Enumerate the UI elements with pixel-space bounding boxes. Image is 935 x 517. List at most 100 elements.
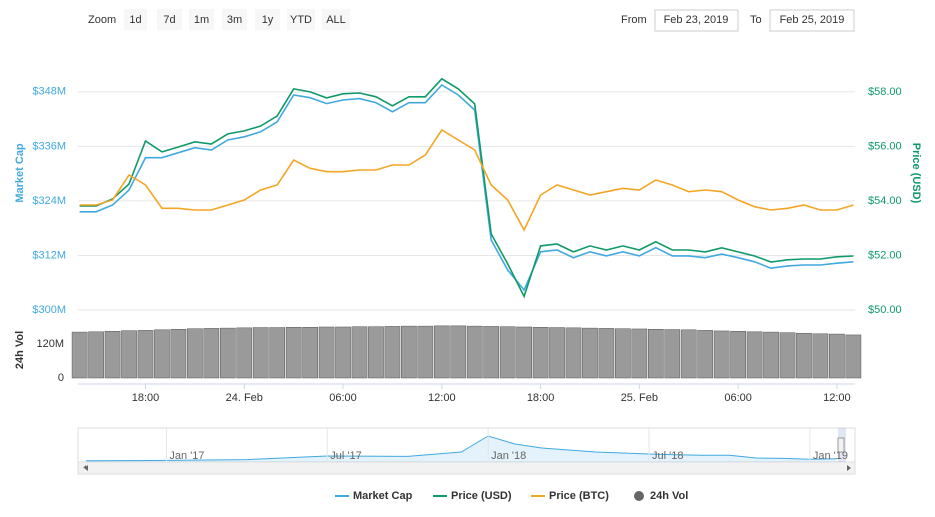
y2-tick-label: $58.00	[868, 86, 902, 98]
vol-bar	[532, 327, 549, 379]
vol-bar	[615, 328, 631, 379]
navigator-tick-label: Jul '18	[652, 450, 683, 462]
series-line	[79, 77, 854, 299]
to-date[interactable]: Feb 25, 2019	[780, 14, 845, 26]
legend-item[interactable]: Market Cap	[335, 490, 413, 502]
vol-bar	[631, 328, 648, 379]
legend-label: Price (USD)	[451, 490, 512, 502]
vol-bar	[121, 330, 137, 379]
vol-bar	[154, 329, 170, 379]
vol-bar	[203, 328, 220, 379]
vol-bar	[647, 329, 664, 379]
vol-bar	[680, 329, 697, 379]
vol-bar	[335, 326, 351, 379]
to-input[interactable]	[769, 9, 855, 32]
zoom-button[interactable]	[222, 9, 247, 30]
zoom-button-label[interactable]: 1d	[129, 14, 141, 26]
y2-tick-label: $54.00	[868, 195, 902, 207]
series-line	[79, 83, 854, 292]
from-label: From	[621, 14, 647, 26]
vol-bar	[845, 334, 862, 379]
vol-bar	[466, 325, 483, 379]
vol-bar	[170, 329, 187, 379]
vol-bar	[302, 327, 318, 379]
zoom-button-label[interactable]: ALL	[326, 14, 346, 26]
legend-label: 24h Vol	[650, 490, 688, 502]
zoom-button[interactable]	[157, 9, 182, 30]
y-tick-label: $312M	[32, 249, 66, 261]
zoom-button-label[interactable]: 7d	[163, 14, 175, 26]
scroll-left-arrow[interactable]	[84, 465, 88, 471]
navigator-tick-label: Jul '17	[330, 450, 361, 462]
navigator-handle[interactable]	[837, 437, 845, 453]
vol-bar	[368, 326, 384, 379]
from-date[interactable]: Feb 23, 2019	[664, 14, 729, 26]
x-tick-label: 06:00	[329, 392, 357, 404]
legend-item[interactable]: Price (USD)	[433, 490, 512, 502]
vol-bar	[812, 333, 829, 379]
y-tick-label: $336M	[32, 140, 66, 152]
y2-axis-title: Price (USD)	[910, 143, 922, 204]
vol-bar	[104, 330, 121, 379]
navigator-tick-label: Jan '17	[169, 450, 204, 462]
vol-bar	[549, 327, 565, 379]
y2-tick-label: $56.00	[868, 140, 902, 152]
x-tick-label: 12:00	[428, 392, 456, 404]
zoom-button[interactable]	[287, 9, 315, 30]
vol-axis-title: 24h Vol	[14, 331, 26, 369]
vol-bar	[187, 328, 203, 379]
zoom-button[interactable]	[322, 9, 350, 30]
vol-bar	[582, 327, 598, 379]
vol-bar	[137, 330, 154, 379]
legend-symbol	[634, 491, 644, 501]
zoom-button-label[interactable]: 3m	[227, 14, 242, 26]
y2-tick-label: $50.00	[868, 304, 902, 316]
scrollbar[interactable]	[77, 461, 856, 475]
vol-bar	[598, 328, 615, 379]
vol-bar	[236, 327, 253, 379]
vol-bar	[829, 333, 845, 379]
navigator-tick-label: Jan '18	[491, 450, 526, 462]
zoom-button-label[interactable]: 1y	[262, 14, 274, 26]
vol-bar	[746, 331, 763, 379]
x-tick-label: 25. Feb	[621, 392, 658, 404]
vol-bar	[516, 326, 532, 379]
legend-item[interactable]: 24h Vol	[634, 490, 688, 502]
vol-bar	[401, 325, 417, 379]
zoom-button[interactable]	[189, 9, 214, 30]
vol-bar	[269, 327, 286, 379]
zoom-button[interactable]	[255, 9, 280, 30]
vol-bar	[351, 326, 368, 379]
vol-bar	[697, 330, 714, 379]
vol-bar	[384, 326, 401, 379]
vol-bar	[417, 325, 434, 379]
vol-tick-label: 0	[58, 372, 64, 384]
vol-bar	[318, 326, 335, 379]
legend-label: Price (BTC)	[549, 490, 609, 502]
zoom-button-label[interactable]: YTD	[290, 14, 312, 26]
legend-label: Market Cap	[353, 490, 413, 502]
vol-bar	[713, 330, 730, 379]
vol-bar	[433, 325, 450, 379]
vol-bar	[730, 330, 746, 379]
vol-bar	[483, 326, 500, 379]
vol-bar	[219, 327, 236, 379]
scroll-right-arrow[interactable]	[847, 465, 851, 471]
zoom-button[interactable]	[124, 9, 147, 30]
vol-bar	[252, 327, 269, 379]
y-tick-label: $348M	[32, 86, 66, 98]
vol-bar	[763, 331, 779, 379]
vol-bar	[664, 329, 681, 379]
from-input[interactable]	[654, 9, 739, 32]
vol-tick-label: 120M	[36, 338, 64, 350]
vol-bar	[71, 331, 88, 379]
y-tick-label: $324M	[32, 195, 66, 207]
legend-item[interactable]: Price (BTC)	[531, 490, 609, 502]
vol-bar	[779, 332, 796, 379]
vol-bar	[499, 326, 516, 379]
vol-bar	[565, 327, 582, 379]
zoom-button-label[interactable]: 1m	[194, 14, 209, 26]
x-tick-label: 18:00	[527, 392, 555, 404]
